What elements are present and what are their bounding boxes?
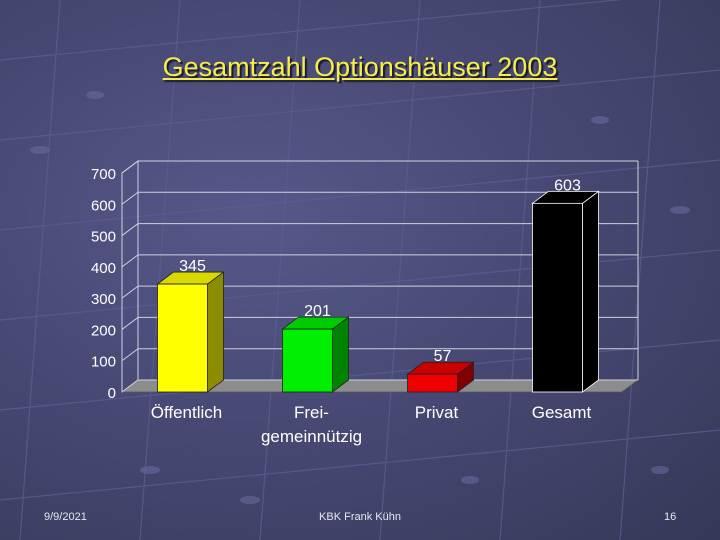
y-tick-label: 500 [91,229,116,246]
footer-author: KBK Frank Kühn [319,511,401,523]
bar-side [207,271,224,393]
data-label: 345 [179,258,206,275]
y-tick-label: 0 [108,385,116,402]
bar-side [582,190,599,393]
bar [282,328,333,393]
x-tick-label: Gesamt [532,403,592,422]
y-tick-label: 600 [91,197,116,214]
x-tick-label: Privat [415,403,459,422]
bar [532,202,583,393]
x-tick-label: gemeinnützig [261,427,362,446]
gridline-diagonal [121,191,139,205]
gridline-diagonal [121,160,139,174]
y-tick-label: 700 [91,166,116,183]
chart-side-wall [121,160,139,393]
y-tick-label: 100 [91,354,116,371]
y-tick-label: 300 [91,291,116,308]
gridline-diagonal [121,223,139,236]
bar [157,283,208,393]
gridline-diagonal [121,317,139,330]
footer-date: 9/9/2021 [44,511,87,523]
footer-page-number: 16 [664,511,677,523]
data-label: 57 [434,348,452,365]
x-tick-label: Frei- [294,403,329,422]
bar [407,373,458,393]
gridline-diagonal [121,348,139,362]
bar-side [332,316,349,393]
gridline-diagonal [121,254,139,268]
x-tick-label: Öffentlich [151,403,223,422]
y-tick-label: 200 [91,322,116,339]
gridline-diagonal [121,379,139,393]
y-tick-label: 400 [91,260,116,277]
data-label: 201 [304,303,331,320]
data-label: 603 [554,177,581,194]
gridline-diagonal [121,285,139,299]
slide-title: Gesamtzahl Optionshäuser 2003 [162,52,558,82]
